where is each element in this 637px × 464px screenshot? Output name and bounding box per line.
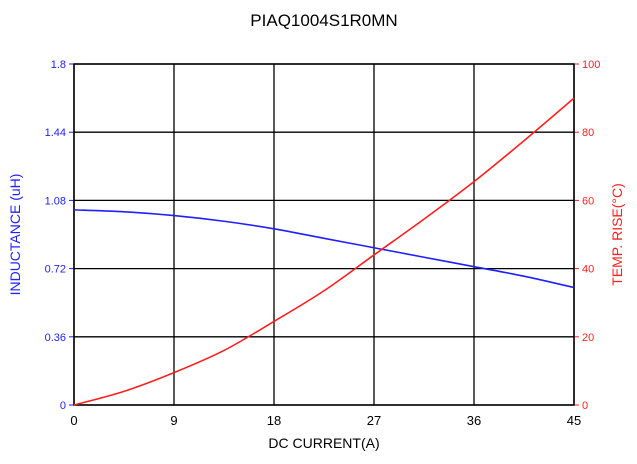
chart-title: PIAQ1004S1R0MN [250, 11, 397, 30]
y-right-axis-label: TEMP. RISE(°C) [609, 183, 625, 286]
y-left-tick-label: 1.8 [51, 59, 66, 71]
x-tick-label: 45 [567, 413, 581, 428]
series-layer [73, 97, 575, 406]
y-right-tick-label: 100 [582, 59, 600, 71]
plot-frame [73, 63, 575, 406]
y-left-tick-label: 0 [60, 400, 66, 412]
y-left-tick-label: 0.72 [45, 264, 66, 276]
y-left-axis-label: INDUCTANCE (uH) [7, 174, 23, 296]
y-right-tick-label: 0 [582, 400, 588, 412]
x-tick-label: 27 [367, 413, 381, 428]
y-right-tick-label: 80 [582, 127, 594, 139]
x-axis-label: DC CURRENT(A) [268, 435, 379, 451]
y-right-tick-label: 20 [582, 332, 594, 344]
temp-rise-line [73, 97, 575, 406]
grid-layer [73, 63, 575, 406]
y-right-tick-label: 60 [582, 195, 594, 207]
y-left-tick-label: 1.44 [45, 127, 66, 139]
x-tick-label: 36 [467, 413, 481, 428]
y-right-tick-label: 40 [582, 264, 594, 276]
x-tick-label: 0 [70, 413, 77, 428]
x-tick-label: 18 [267, 413, 281, 428]
x-tick-label: 9 [170, 413, 177, 428]
inductance-line [73, 209, 575, 289]
axes-layer: 0 9 18 27 36 450 00.36 200.72 401.08 601.44 801.8 1… [45, 59, 601, 428]
y-left-tick-label: 1.08 [45, 195, 66, 207]
y-left-tick-label: 0.36 [45, 332, 66, 344]
